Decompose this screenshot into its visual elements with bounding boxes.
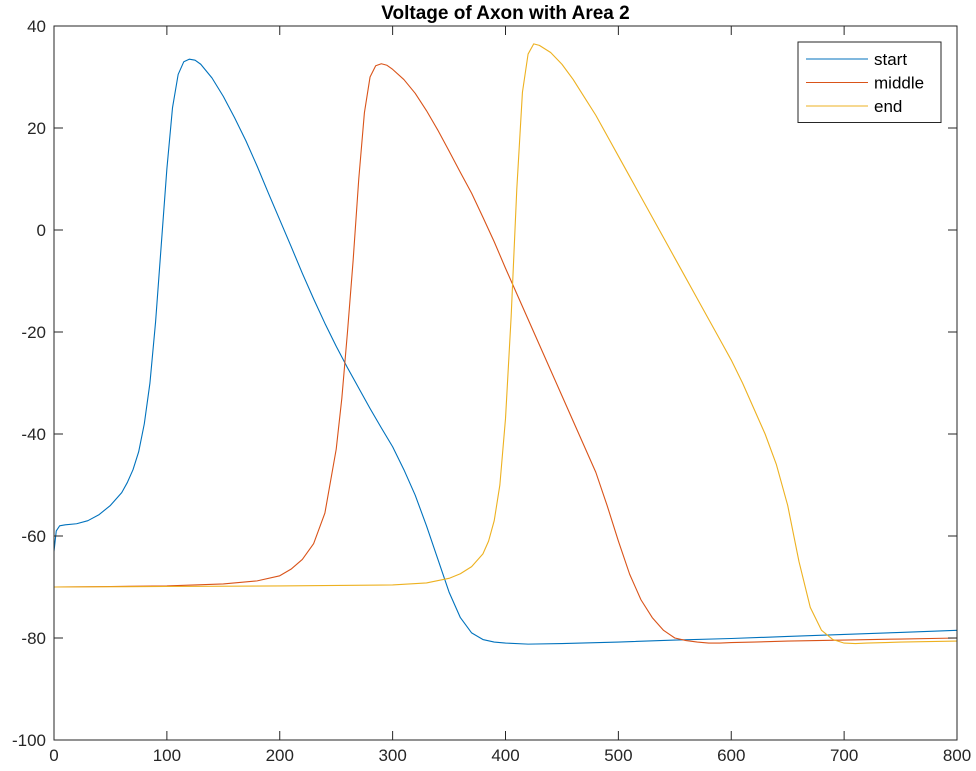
- x-tick-label: 700: [830, 746, 858, 765]
- y-tick-label: -80: [21, 629, 46, 648]
- legend-label-end: end: [874, 97, 902, 116]
- y-tick-label: -40: [21, 425, 46, 444]
- x-tick-label: 400: [491, 746, 519, 765]
- x-tick-label: 600: [717, 746, 745, 765]
- legend-label-middle: middle: [874, 74, 924, 93]
- y-tick-label: 0: [37, 221, 46, 240]
- legend: start middle end: [797, 41, 942, 123]
- x-tick-label: 100: [153, 746, 181, 765]
- chart-title: Voltage of Axon with Area 2: [381, 3, 629, 24]
- x-tick-label: 0: [49, 746, 58, 765]
- ticks-layer: 0 100 200 300 400 500 600 700 800-100-80-60-40-2…: [12, 17, 971, 765]
- x-tick-label: 200: [266, 746, 294, 765]
- x-tick-label: 500: [604, 746, 632, 765]
- y-tick-label: -100: [12, 731, 46, 750]
- series-line-start: [54, 58, 957, 645]
- y-tick-label: 40: [27, 17, 46, 36]
- legend-label-start: start: [874, 50, 907, 69]
- axes-box: [53, 25, 958, 741]
- y-tick-label: 20: [27, 119, 46, 138]
- y-tick-label: -60: [21, 527, 46, 546]
- series-layer: [54, 43, 957, 645]
- series-line-middle: [54, 63, 957, 644]
- series-line-end: [54, 43, 957, 645]
- x-tick-label: 300: [378, 746, 406, 765]
- y-tick-label: -20: [21, 323, 46, 342]
- x-tick-label: 800: [943, 746, 971, 765]
